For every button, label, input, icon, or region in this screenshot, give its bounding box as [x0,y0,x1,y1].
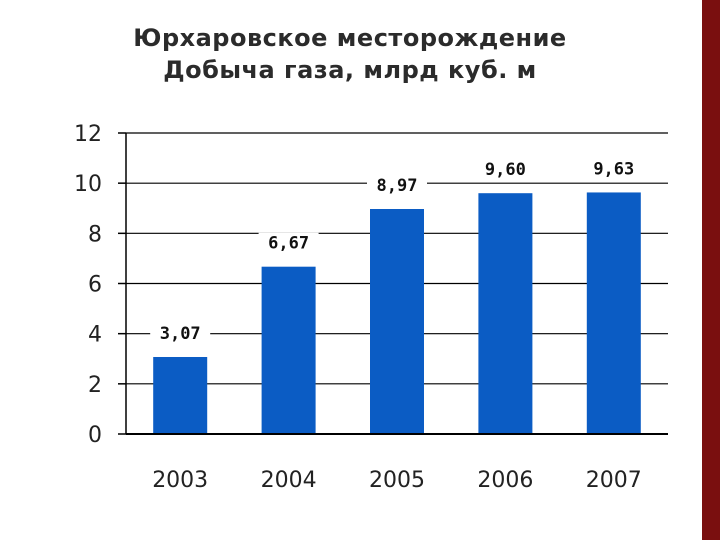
data-label-background [258,232,319,255]
chart-subtitle: Добыча газа, млрд куб. м [163,56,537,84]
data-label-background [367,175,427,198]
y-tick-label: 2 [88,373,102,398]
data-label-background [583,158,644,181]
y-tick-label: 8 [88,222,102,247]
y-tick-label: 6 [88,273,102,298]
bar [153,356,208,434]
y-tick-label: 0 [88,423,102,448]
bar [370,209,424,434]
data-label-background [150,322,211,345]
x-tick-label: 2003 [152,468,208,493]
x-tick-label: 2004 [261,468,317,493]
data-labels: 3,07 6,67 8,97 9,60 9,63 [150,158,644,345]
bar [478,193,533,434]
data-label: 8,97 [377,176,418,196]
data-label: 6,67 [268,234,309,254]
chart-title: Юрхаровское месторождение [133,24,567,52]
bar [586,192,641,434]
bar [261,266,316,434]
bars [153,192,641,434]
data-label: 9,63 [593,159,634,179]
y-tick-label: 4 [88,323,102,348]
y-tick-label: 12 [74,122,102,147]
x-tick-label: 2007 [586,468,642,493]
data-label: 3,07 [160,324,201,344]
y-tick-label: 10 [74,172,102,197]
x-tick-label: 2006 [477,468,533,493]
x-tick-label: 2005 [369,468,425,493]
decorative-side-bar [702,0,720,540]
data-label: 9,60 [485,160,526,180]
data-label-background [475,159,536,182]
axes: 0 2 4 6 8 10 12 2003 2004 2005 2006 2007 [74,122,668,493]
bar-chart: 0 2 4 6 8 10 12 2003 2004 2005 2006 2007 3,07 6,67 8,… [74,122,668,493]
